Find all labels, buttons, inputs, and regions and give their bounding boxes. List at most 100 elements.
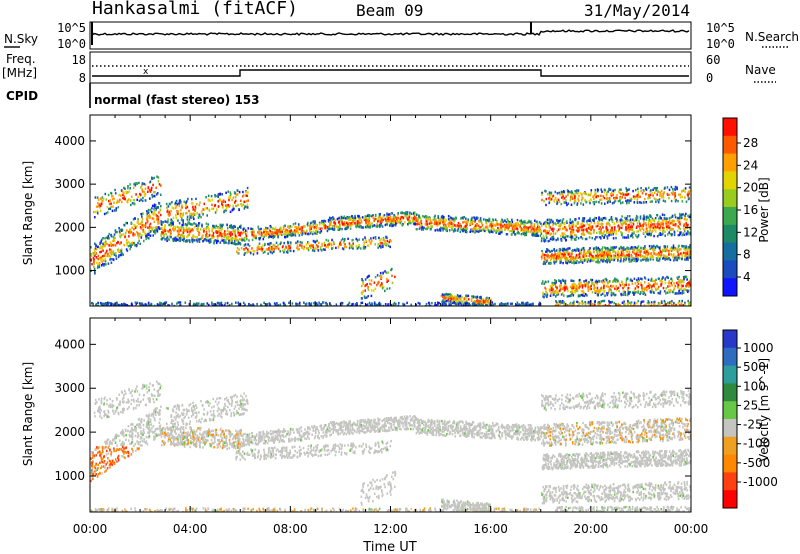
data-cell [496, 223, 499, 226]
data-cell [389, 245, 391, 249]
data-cell [223, 309, 225, 311]
data-cell [283, 251, 285, 254]
data-cell [581, 228, 583, 232]
data-cell [444, 309, 446, 311]
data-cell [603, 236, 605, 239]
data-cell [366, 308, 368, 310]
data-cell [496, 220, 498, 224]
data-cell [571, 235, 573, 239]
data-cell [547, 255, 549, 258]
data-cell [572, 230, 575, 234]
data-cell [147, 208, 150, 212]
data-cell [584, 228, 586, 231]
data-cell [153, 212, 156, 215]
data-cell [192, 304, 195, 306]
data-cell [377, 246, 379, 249]
data-cell [142, 230, 144, 233]
data-cell [330, 244, 333, 247]
data-cell [575, 225, 577, 228]
data-cell [164, 228, 166, 231]
data-cell [455, 225, 458, 228]
data-cell [626, 224, 629, 227]
data-cell [536, 310, 538, 312]
data-cell [570, 238, 573, 241]
data-cell [502, 220, 505, 224]
data-cell [626, 227, 628, 230]
data-cell [285, 230, 287, 234]
data-cell [467, 298, 470, 301]
data-cell [527, 308, 529, 310]
data-cell [635, 234, 637, 237]
data-cell [161, 238, 163, 241]
data-cell [442, 217, 444, 220]
data-cell [599, 226, 601, 229]
data-cell [244, 200, 246, 204]
data-cell [294, 225, 296, 229]
data-cell [174, 206, 177, 210]
data-cell [117, 303, 120, 306]
data-cell [222, 309, 224, 311]
data-cell [382, 236, 385, 240]
data-cell [671, 233, 673, 236]
data-cell [292, 249, 295, 253]
data-cell [644, 235, 647, 238]
data-cell [642, 228, 645, 231]
data-cell [90, 253, 93, 256]
data-cell [319, 246, 322, 249]
data-cell [309, 226, 311, 229]
data-cell [356, 220, 359, 223]
data-cell [100, 238, 103, 241]
data-cell [504, 310, 506, 312]
data-cell [363, 241, 365, 244]
data-cell [512, 307, 514, 309]
data-cell [598, 222, 600, 225]
data-cell [108, 232, 110, 236]
data-cell [512, 308, 514, 310]
data-cell [683, 230, 686, 233]
data-cell [175, 216, 177, 220]
data-cell [379, 303, 382, 306]
data-cell [500, 304, 503, 306]
data-cell [348, 215, 350, 219]
data-cell [415, 212, 417, 216]
data-cell [516, 218, 519, 222]
data-cell [449, 216, 452, 219]
data-cell [325, 225, 327, 228]
data-cell [162, 310, 164, 312]
data-cell [96, 261, 98, 264]
data-cell [147, 216, 149, 219]
data-cell [152, 226, 154, 230]
data-cell [508, 308, 510, 310]
data-cell [343, 239, 346, 242]
data-cell [321, 307, 323, 309]
data-cell [448, 221, 451, 224]
data-cell [296, 242, 299, 245]
data-cell [96, 310, 98, 312]
data-cell [668, 226, 671, 229]
data-cell [242, 309, 244, 311]
data-cell [306, 309, 308, 311]
data-cell [482, 300, 484, 303]
data-cell [264, 234, 266, 237]
data-cell [581, 237, 584, 240]
data-cell [278, 308, 280, 310]
data-cell [214, 309, 216, 311]
data-cell [179, 304, 181, 306]
data-cell [282, 227, 285, 230]
data-cell [477, 220, 480, 223]
data-cell [252, 253, 255, 256]
data-cell [510, 233, 513, 236]
data-cell [324, 248, 326, 251]
data-cell [164, 307, 166, 309]
data-cell [156, 218, 159, 222]
data-cell [119, 228, 122, 232]
data-cell [344, 224, 347, 227]
data-cell [374, 237, 377, 240]
data-cell [293, 310, 295, 312]
data-cell [299, 307, 301, 309]
data-cell [124, 235, 126, 239]
data-cell [258, 245, 261, 249]
data-cell [198, 232, 200, 235]
data-cell [531, 231, 534, 234]
data-cell [405, 214, 408, 218]
